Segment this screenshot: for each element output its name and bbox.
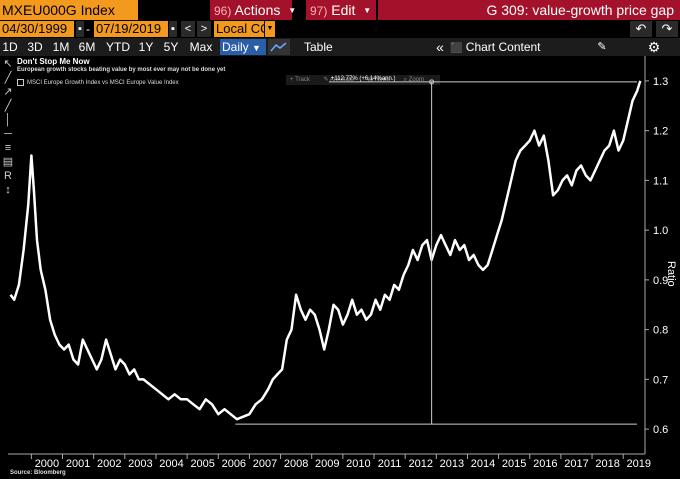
calendar-icon[interactable]: ▪ (169, 21, 177, 37)
ticker-field[interactable]: MXEU000G Index (0, 0, 138, 20)
calendar-icon[interactable]: ▪ (76, 21, 84, 37)
chart-content-label: Chart Content (465, 40, 541, 54)
caret-down-icon: ▼ (363, 6, 372, 16)
y-tick-label: 0.7 (653, 374, 668, 386)
x-tick-label: 2008 (284, 458, 308, 470)
period-1d[interactable]: 1D (2, 40, 18, 54)
vertical-line-icon[interactable]: │ (4, 114, 12, 126)
chart-subtitle: European growth stocks beating value by … (17, 67, 226, 73)
function-title: G 309: value-growth price gap (378, 0, 680, 20)
fib-tool-icon[interactable]: ▤ (2, 156, 14, 168)
pointer-icon[interactable]: ↖ (3, 58, 13, 70)
x-tick-label: 2000 (35, 458, 59, 470)
y-tick-label: 1.1 (653, 175, 668, 187)
x-tick-label: 2009 (315, 458, 339, 470)
series-line (9, 80, 642, 421)
currency-select[interactable]: Local CCY (214, 21, 264, 37)
x-tick-label: 2003 (128, 458, 152, 470)
edit-number: 97) (310, 4, 328, 18)
annotation-label: +112.77% (+6.14%ann.) (331, 76, 396, 82)
x-tick-label: 2016 (533, 458, 557, 470)
ray-tool-icon[interactable]: ↗ (3, 86, 13, 98)
measure-tool-icon[interactable]: ↕ (5, 184, 11, 196)
x-tick-label: 2006 (222, 458, 246, 470)
x-tick-label: 2017 (564, 458, 588, 470)
line-tool-icon[interactable]: ╱ (4, 72, 12, 84)
caret-down-icon: ▼ (252, 43, 261, 53)
x-tick-label: 2018 (595, 458, 619, 470)
actions-label: Actions (234, 2, 281, 18)
x-tick-label: 2004 (159, 458, 183, 470)
y-tick-label: 1.0 (653, 225, 668, 237)
period-5y[interactable]: 5Y (163, 40, 179, 54)
x-tick-label: 2002 (97, 458, 121, 470)
trend-tool-icon[interactable]: ╱ (4, 100, 12, 112)
horizontal-line-icon[interactable]: ─ (4, 128, 12, 140)
x-tick-label: 2007 (253, 458, 277, 470)
x-tick-label: 2005 (190, 458, 214, 470)
chart-content-icon: ⬛ (450, 43, 463, 54)
period-1y[interactable]: 1Y (138, 40, 154, 54)
currency-dropdown-icon[interactable]: ▼ (265, 21, 275, 37)
source-label: Source: Bloomberg (10, 470, 66, 476)
gear-icon[interactable]: ⚙ (647, 39, 661, 55)
period-ytd[interactable]: YTD (106, 40, 130, 54)
edit-label: Edit (331, 2, 356, 18)
x-tick-label: 2010 (346, 458, 370, 470)
actions-menu[interactable]: 96) Actions ▼ (210, 0, 296, 20)
price-chart[interactable]: 0.6 0.7 0.8 0.9 1.0 1.1 1.2 1.3 Ratio 2000 2001 200… (0, 56, 680, 476)
legend-label: MSCI Europe Growth Index vs MSCI Europe … (27, 80, 179, 87)
edit-pencil-icon[interactable]: ✎ (597, 41, 607, 53)
x-tick-label: 2014 (471, 458, 495, 470)
news-button[interactable]: ▤ News (367, 77, 390, 83)
collapse-icon[interactable]: « (436, 39, 444, 55)
start-date-field[interactable]: 04/30/1999 (0, 21, 74, 37)
legend-item[interactable]: MSCI Europe Growth Index vs MSCI Europe … (17, 79, 179, 86)
period-1m[interactable]: 1M (52, 40, 70, 54)
x-tick-label: 2001 (66, 458, 90, 470)
y-tick-label: 1.3 (653, 76, 668, 88)
edit-menu[interactable]: 97) Edit ▼ (306, 0, 376, 20)
legend-checkbox[interactable] (17, 79, 24, 86)
period-6m[interactable]: 6M (78, 40, 96, 54)
chart-content-button[interactable]: ⬛ Chart Content (450, 38, 590, 56)
next-arrow-icon[interactable]: > (197, 21, 211, 37)
table-button[interactable]: Table (304, 40, 333, 54)
annotate-button[interactable]: ✎ Annotate (323, 77, 354, 83)
y-tick-label: 0.8 (653, 325, 668, 337)
end-date-field[interactable]: 07/19/2019 (94, 21, 168, 37)
actions-number: 96) (214, 4, 232, 18)
caret-down-icon: ▼ (288, 6, 297, 16)
x-tick-label: 2013 (440, 458, 464, 470)
frequency-select[interactable]: Daily ▼ (220, 39, 266, 55)
chart-title: Don't Stop Me Now (17, 57, 90, 66)
redo-icon[interactable]: ↷ (656, 21, 678, 37)
x-tick-label: 2012 (408, 458, 432, 470)
annotation-toolbar: + Track ✎ Annotate ▤ News ⌕ Zoom (286, 75, 440, 85)
line-chart-icon[interactable] (268, 39, 290, 55)
y-axis-label: Ratio (665, 261, 677, 287)
frequency-label: Daily (222, 40, 249, 54)
zoom-button[interactable]: ⌕ Zoom (403, 77, 424, 83)
date-separator: - (86, 22, 90, 36)
annotation-marker (429, 79, 435, 85)
y-tick-label: 0.6 (653, 424, 668, 436)
prev-arrow-icon[interactable]: < (181, 21, 195, 37)
y-tick-label: 1.2 (653, 126, 668, 138)
x-tick-label: 2015 (502, 458, 526, 470)
channel-tool-icon[interactable]: ≡ (4, 142, 12, 154)
x-tick-label: 2011 (378, 458, 402, 470)
period-3d[interactable]: 3D (27, 40, 43, 54)
undo-icon[interactable]: ↶ (630, 21, 652, 37)
x-tick-label: 2019 (627, 458, 651, 470)
track-button[interactable]: + Track (290, 77, 310, 83)
period-max[interactable]: Max (189, 40, 213, 54)
period-bar (0, 38, 680, 56)
text-tool-icon[interactable]: R (4, 170, 12, 182)
y-tick-label: 0.9 (653, 275, 668, 287)
